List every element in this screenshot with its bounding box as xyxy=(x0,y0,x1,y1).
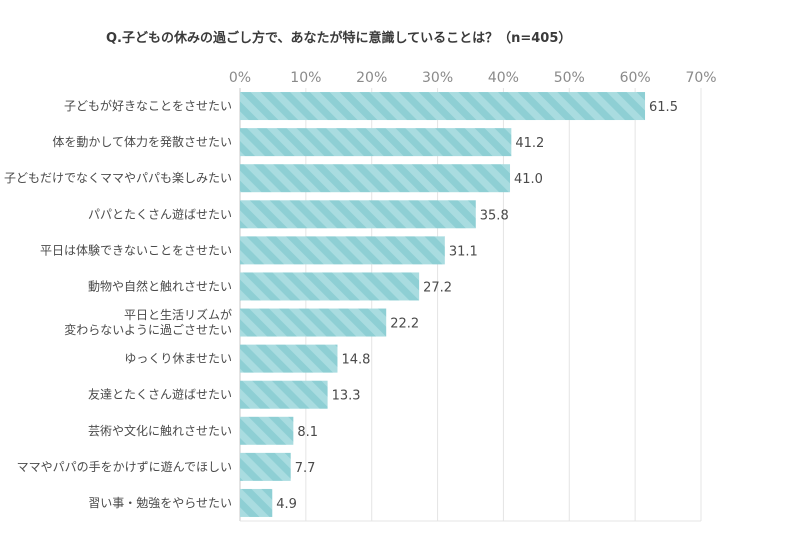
category-label: 子どもが好きなことをさせたい xyxy=(64,98,232,113)
category-label: ゆっくり休ませたい xyxy=(124,352,232,366)
bar xyxy=(240,488,273,517)
bar xyxy=(240,236,445,265)
value-label: 27.2 xyxy=(423,280,452,295)
bar xyxy=(240,452,291,481)
category-label: パパとたくさん遊ばせたい xyxy=(88,206,232,221)
x-tick-label: 60% xyxy=(620,70,651,86)
value-label: 8.1 xyxy=(297,425,318,440)
category-label: 平日は体験できないことをさせたい xyxy=(40,242,232,257)
bar xyxy=(240,200,476,229)
category-labels: 子どもが好きなことをさせたい体を動かして体力を発散させたい子どもだけでなくママや… xyxy=(4,98,232,510)
value-label: 35.8 xyxy=(480,208,509,223)
value-label: 22.2 xyxy=(390,317,419,332)
x-tick-label: 30% xyxy=(422,70,453,86)
category-label: 習い事・勉強をやらせたい xyxy=(88,496,232,510)
value-labels: 61.5 41.2 41.0 35.8 31.1 27.2 22.2 14.8 13.3 8.1 7… xyxy=(276,100,678,512)
bar xyxy=(240,308,387,337)
category-label: 芸術や文化に触れさせたい xyxy=(88,423,232,438)
bar xyxy=(240,164,511,193)
category-label: 平日と生活リズムが xyxy=(124,307,232,322)
category-label: 動物や自然と触れさせたい xyxy=(88,278,232,293)
category-label: 体を動かして体力を発散させたい xyxy=(52,134,232,149)
value-label: 61.5 xyxy=(649,100,678,115)
value-label: 13.3 xyxy=(332,389,361,404)
chart-title: Q.子どもの休みの過ごし方で、あなたが特に意識していることは？（n=405） xyxy=(106,30,571,46)
value-label: 31.1 xyxy=(449,244,478,259)
category-label: ママやパパの手をかけずに遊んでほしい xyxy=(17,459,232,474)
value-label: 14.8 xyxy=(341,353,370,368)
x-tick-label: 0% xyxy=(229,70,251,86)
category-label: 変わらないように過ごさせたい xyxy=(64,322,232,337)
value-label: 4.9 xyxy=(276,497,297,512)
category-label: 子どもだけでなくママやパパも楽しみたい xyxy=(4,171,232,185)
x-tick-label: 70% xyxy=(685,70,716,86)
bar xyxy=(240,92,646,121)
bar xyxy=(240,380,328,409)
bar xyxy=(240,416,294,445)
grid-lines xyxy=(239,88,702,522)
bar xyxy=(240,272,420,301)
value-label: 41.0 xyxy=(514,172,543,187)
bars xyxy=(240,92,646,517)
value-label: 41.2 xyxy=(515,136,544,151)
category-label: 友達とたくさん遊ばせたい xyxy=(88,387,232,402)
bar xyxy=(240,344,338,373)
x-tick-label: 20% xyxy=(356,70,387,86)
x-tick-label: 10% xyxy=(290,70,321,86)
x-tick-label: 40% xyxy=(488,70,519,86)
x-tick-label: 50% xyxy=(554,70,585,86)
bar xyxy=(240,128,512,157)
x-axis-ticks: 0% 10% 20% 30% 40% 50% 60% 70% xyxy=(229,70,717,86)
value-label: 7.7 xyxy=(295,461,316,476)
